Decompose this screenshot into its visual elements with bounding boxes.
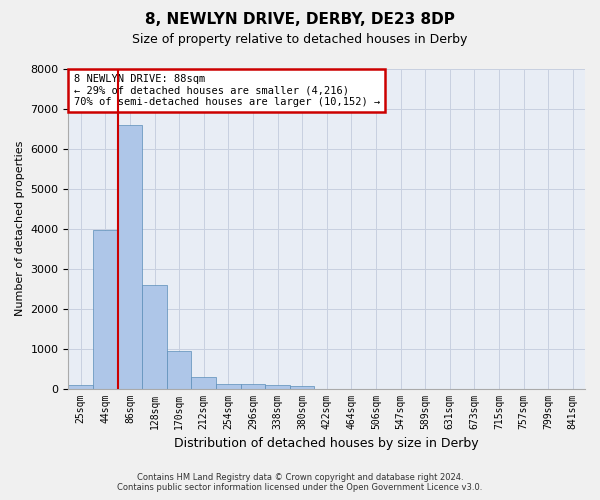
Bar: [290, 386, 314, 388]
Bar: [191, 376, 216, 388]
Bar: [265, 384, 290, 388]
Bar: [167, 350, 191, 389]
Bar: [216, 384, 241, 388]
Text: 8, NEWLYN DRIVE, DERBY, DE23 8DP: 8, NEWLYN DRIVE, DERBY, DE23 8DP: [145, 12, 455, 28]
X-axis label: Distribution of detached houses by size in Derby: Distribution of detached houses by size …: [175, 437, 479, 450]
Y-axis label: Number of detached properties: Number of detached properties: [15, 141, 25, 316]
Text: Contains HM Land Registry data © Crown copyright and database right 2024.
Contai: Contains HM Land Registry data © Crown c…: [118, 473, 482, 492]
Text: Size of property relative to detached houses in Derby: Size of property relative to detached ho…: [133, 32, 467, 46]
Bar: [68, 384, 93, 388]
Text: 8 NEWLYN DRIVE: 88sqm
← 29% of detached houses are smaller (4,216)
70% of semi-d: 8 NEWLYN DRIVE: 88sqm ← 29% of detached …: [74, 74, 380, 107]
Bar: [142, 284, 167, 389]
Bar: [118, 125, 142, 388]
Bar: [241, 384, 265, 388]
Bar: [93, 230, 118, 388]
